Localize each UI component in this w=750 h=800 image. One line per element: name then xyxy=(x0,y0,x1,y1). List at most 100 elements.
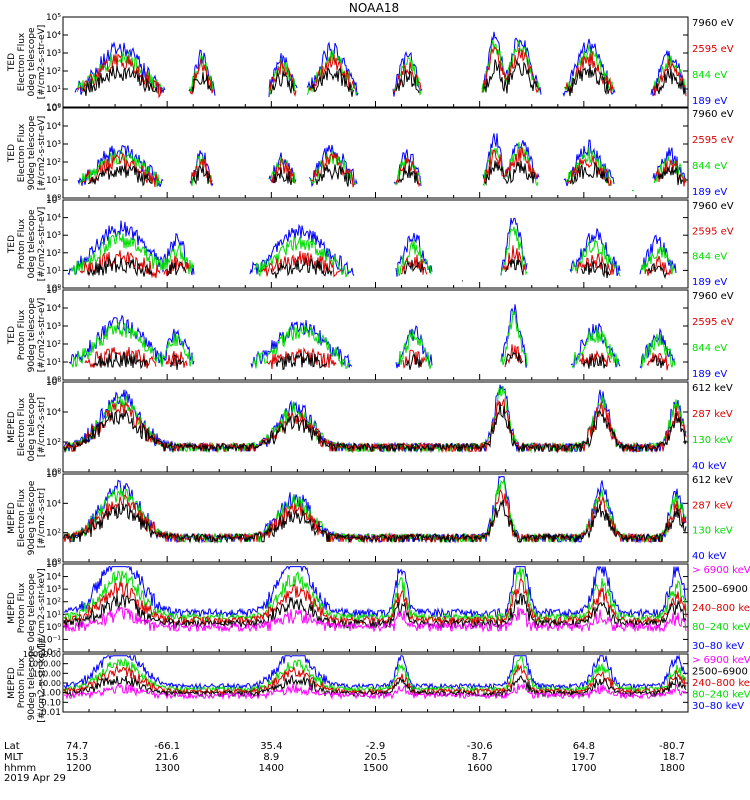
series-red xyxy=(77,46,687,99)
legend-entry: 189 eV xyxy=(692,96,727,107)
y-tick-label: 10³ xyxy=(46,140,61,150)
y-axis-label-line: MEPED xyxy=(7,411,17,443)
x-tick-hhmm: 1200 xyxy=(66,763,91,774)
series-black xyxy=(82,59,686,97)
y-tick-label: 10⁵ xyxy=(46,560,61,570)
legend-entry: > 6900 keV xyxy=(692,565,750,576)
y-axis-label-line: 0deg telescope xyxy=(27,573,37,643)
series-black xyxy=(63,592,687,630)
y-axis-label-line: MEPED xyxy=(7,592,17,624)
legend-entry: 612 keV xyxy=(692,475,733,486)
y-tick-label: 10⁴ xyxy=(46,214,61,224)
x-tick-mlt: 18.7 xyxy=(663,752,685,763)
legend-entry: 240–800 keV xyxy=(692,603,750,614)
y-tick-label: 10000.00 xyxy=(23,650,61,659)
y-tick-label: 0.10 xyxy=(41,698,61,708)
y-axis-label-line: MEPED xyxy=(7,502,17,534)
y-tick-label: 10⁴ xyxy=(46,499,61,509)
x-tick-hhmm: 1800 xyxy=(660,763,685,774)
series-black xyxy=(63,500,687,544)
legend-entry: 189 eV xyxy=(692,369,727,380)
x-tick-hhmm: 1700 xyxy=(571,763,596,774)
series-black xyxy=(87,160,684,187)
y-tick-label: 10⁵ xyxy=(46,104,61,114)
y-axis-label-line: [#/cm2-s-str] xyxy=(37,397,47,457)
y-tick-label: 10¹ xyxy=(46,610,61,620)
y-axis-label-line: Proton Flux xyxy=(17,657,27,708)
y-tick-label: 10⁰ xyxy=(46,468,61,478)
legend-entry: 2500–6900 xyxy=(692,667,748,678)
date-label: 2019 Apr 29 xyxy=(4,773,66,784)
y-tick-label: 10² xyxy=(46,340,61,350)
legend-entry: 287 keV xyxy=(692,409,733,420)
legend-entry: 2595 eV xyxy=(692,317,734,328)
y-tick-label: 10⁰ xyxy=(46,194,61,204)
y-axis-label-line: Electron Flux xyxy=(17,397,27,456)
y-tick-label: 10⁻¹ xyxy=(41,635,61,645)
legend-entry: 2500–6900 xyxy=(692,584,748,595)
legend-entry: 844 eV xyxy=(692,161,727,172)
series-black xyxy=(87,257,668,282)
x-tick-hhmm: 1500 xyxy=(363,763,388,774)
series-black xyxy=(92,351,666,370)
y-axis-label-line: TED xyxy=(7,144,17,163)
x-tick-hhmm: 1600 xyxy=(467,763,492,774)
y-tick-label: 10³ xyxy=(46,322,61,332)
y-axis-label-line: [#/cm2-s-str-eV] xyxy=(37,207,47,282)
legend-entry: 189 eV xyxy=(692,277,727,288)
y-tick-label: 10⁰ xyxy=(46,623,61,633)
x-tick-mlt: 8.7 xyxy=(472,752,488,763)
legend-entry: 844 eV xyxy=(692,70,727,81)
y-axis-label-line: 90deg telescope xyxy=(27,115,37,190)
y-tick-label: 10³ xyxy=(46,231,61,241)
legend-entry: 130 keV xyxy=(692,435,733,446)
panel-2: 10⁰ 10¹ 10² 10³ 10⁴ 10⁵ TED Electron Flux 90deg … xyxy=(7,104,734,204)
x-axis-row-label: Lat xyxy=(4,741,20,752)
y-tick-label: 10⁴ xyxy=(46,122,61,132)
x-axis-row-label: MLT xyxy=(4,752,24,763)
y-axis-label-line: 0deg telescope xyxy=(27,392,37,462)
y-axis-label-line: 0deg telescope xyxy=(27,27,37,97)
legend-entry: 80–240 keV xyxy=(692,622,750,633)
y-tick-label: 10² xyxy=(46,249,61,259)
legend-entry: 287 keV xyxy=(692,500,733,511)
y-tick-label: 10² xyxy=(46,529,61,539)
x-tick-lat: 64.8 xyxy=(573,741,595,752)
y-tick-label: 10¹ xyxy=(46,266,61,276)
x-tick-lat: 74.7 xyxy=(66,741,88,752)
x-tick-mlt: 21.6 xyxy=(156,752,178,763)
y-tick-label: 10⁰ xyxy=(46,284,61,294)
y-tick-label: 10⁴ xyxy=(46,408,61,418)
panel-6: 10⁰ 10² 10⁴ 10⁶ MEPED Electron Flux 90deg tele… xyxy=(7,470,733,568)
x-tick-hhmm: 1300 xyxy=(154,763,179,774)
y-axis-label-line: Proton Flux xyxy=(17,582,27,633)
panel-4: 10⁰ 10¹ 10² 10³ 10⁴ 10⁵ TED Proton Flux 90deg te… xyxy=(7,286,734,386)
y-axis-label-line: MEPED xyxy=(7,667,17,699)
panel-7: 10⁻² 10⁻¹ 10⁰ 10¹ 10² 10³ 10⁴ 10⁵ MEPED Proton Fl… xyxy=(7,560,750,658)
y-tick-label: 10² xyxy=(46,158,61,168)
panel-5: 10⁰ 10² 10⁴ 10⁶ MEPED Electron Flux 0deg teles… xyxy=(7,378,733,478)
series-red xyxy=(79,245,672,279)
series-blue xyxy=(67,217,677,277)
series-green xyxy=(63,567,687,624)
legend-entry: 7960 eV xyxy=(692,109,734,120)
y-tick-label: 10⁴ xyxy=(46,31,61,41)
legend-entry: 80–240 keV xyxy=(692,690,750,701)
legend-entry: 844 eV xyxy=(692,343,727,354)
series-red xyxy=(84,344,670,371)
y-axis-label-line: [#/cm2-s-str] xyxy=(37,488,47,548)
y-tick-label: 0.01 xyxy=(41,708,61,718)
x-tick-mlt: 15.3 xyxy=(66,752,88,763)
x-axis-row-label: hhmm xyxy=(4,763,36,774)
y-tick-label: 10² xyxy=(46,67,61,77)
y-axis-label-line: TED xyxy=(7,53,17,72)
y-axis-label-line: [#/cm2-s-str-keV] xyxy=(37,568,47,647)
y-tick-label: 10.00 xyxy=(38,679,61,688)
series-magenta xyxy=(63,606,687,633)
y-tick-label: 1000.00 xyxy=(28,660,61,669)
y-axis-label-line: TED xyxy=(7,235,17,254)
y-tick-label: 10⁰ xyxy=(46,558,61,568)
y-axis-label-line: Proton Flux xyxy=(17,309,27,360)
legend-entry: 7960 eV xyxy=(692,201,734,212)
